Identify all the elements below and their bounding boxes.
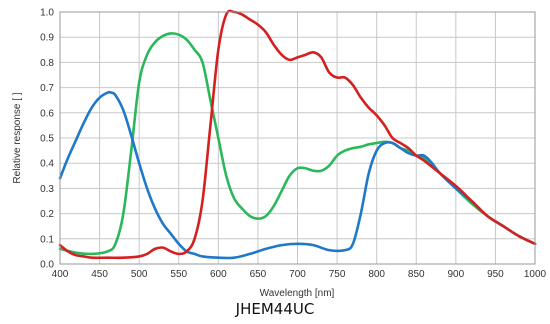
plot-frame [59,11,536,265]
series-line-0 [58,90,537,260]
y-tick-label: 0.1 [40,234,54,245]
x-tick-label: 800 [368,269,385,280]
y-tick-label: 0.3 [40,184,54,195]
y-tick-label: 0.9 [40,33,54,44]
x-tick-label: 600 [210,269,227,280]
y-tick-label: 0.7 [40,83,54,94]
x-tick-label: 450 [91,269,108,280]
x-tick-label: 700 [289,269,306,280]
spectral-response-chart: 400 450 500 550 600 650 700 750 800 850 900 950 1000… [12,8,547,300]
y-tick-labels: 0.0 0.1 0.2 0.3 0.4 0.5 0.6 0.7 0.8 0.9 1.0 [40,8,54,271]
x-tick-label: 500 [131,269,148,280]
x-tick-label: 850 [408,269,425,280]
grid-lines [59,11,536,265]
y-tick-label: 0.0 [40,260,54,271]
series-line-2 [58,9,537,260]
x-tick-label: 400 [52,269,69,280]
x-tick-label: 650 [250,269,267,280]
chart-caption: JHEM44UC [235,300,315,318]
x-tick-labels: 400 450 500 550 600 650 700 750 800 850 900 950 1000 [52,269,547,280]
y-tick-label: 1.0 [40,8,54,19]
y-tick-label: 0.6 [40,108,54,119]
series-layer [58,9,537,260]
x-tick-label: 750 [329,269,346,280]
y-tick-label: 0.4 [40,159,54,170]
x-axis-label: Wavelength [nm] [260,288,335,299]
y-tick-label: 0.5 [40,134,54,145]
x-tick-label: 900 [447,269,464,280]
y-tick-label: 0.8 [40,58,54,69]
x-tick-label: 950 [487,269,504,280]
y-axis-label: Relative response [ ] [12,92,23,183]
x-tick-label: 550 [170,269,187,280]
y-tick-label: 0.2 [40,209,54,220]
x-tick-label: 1000 [524,269,547,280]
